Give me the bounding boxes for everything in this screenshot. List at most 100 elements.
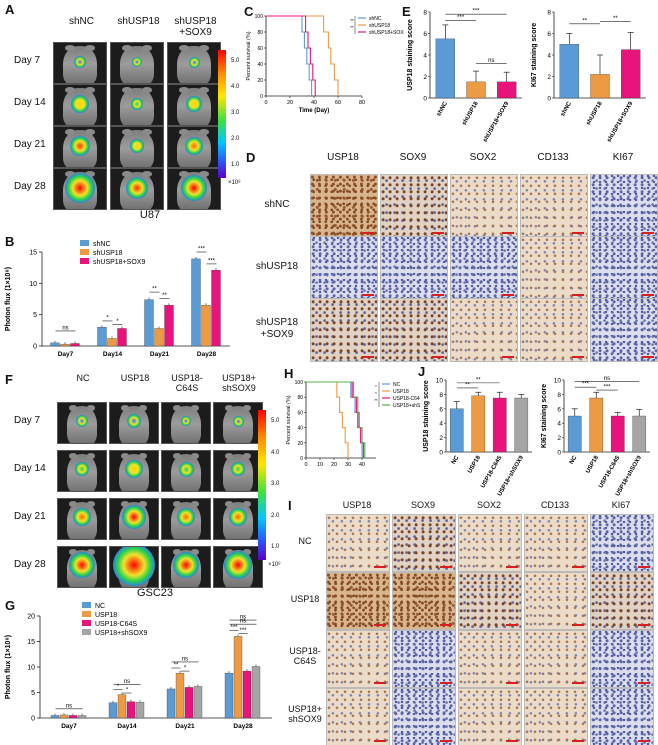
x-tick-label: shUSP18+SOX9 [606, 100, 634, 143]
ihc-tissue-image [392, 630, 456, 688]
significance-label: ** [350, 25, 354, 30]
bioluminescence-signal [75, 462, 89, 476]
significance-label: ns [66, 703, 72, 709]
legend-label: USP18-C64S [95, 621, 137, 628]
bar [559, 44, 579, 99]
legend-label: shNC [93, 241, 111, 248]
bar [201, 305, 211, 347]
mouse-ear [190, 453, 200, 459]
y-tick-label: 20 [297, 441, 303, 447]
row-label: USP18 [290, 594, 320, 604]
bar [610, 415, 625, 453]
y-tick-label: 4 [423, 53, 427, 60]
significance-label: ns [182, 656, 188, 662]
bioluminescence-signal [181, 175, 207, 202]
ihc-tissue-image [590, 236, 658, 300]
scale-bar [362, 356, 374, 358]
bioluminescence-signal [177, 508, 195, 526]
mouse-ear [138, 453, 148, 459]
mouse-image [57, 498, 107, 540]
bioluminescence-signal [188, 56, 200, 68]
mouse-ear [68, 549, 78, 555]
mouse-image [110, 126, 164, 168]
bar [107, 338, 117, 347]
row-label: Day 28 [14, 559, 46, 570]
scale-bar [440, 740, 452, 742]
ihc-tissue-image [326, 688, 390, 745]
bar [632, 415, 647, 453]
mouse-ear [199, 171, 209, 177]
significance-label: * [126, 688, 129, 694]
scale-bar [506, 624, 518, 626]
ihc-tissue-image [520, 174, 588, 238]
panel-i-ihc: USP18 SOX9 SOX2 CD133 KI67 NC USP18 USP18- C64S U… [284, 500, 658, 745]
significance-label: ** [476, 377, 481, 383]
mouse-ear [122, 45, 132, 51]
scale-bar [506, 682, 518, 684]
bar [449, 408, 464, 453]
legend-label: shUSP18+SOX9 [369, 30, 404, 36]
mouse-ear [242, 453, 252, 459]
scale-bar [362, 232, 374, 234]
y-tick-label: 5 [31, 690, 35, 697]
bioluminescence-signal [185, 137, 203, 156]
mouse-ear [242, 549, 252, 555]
color-scale-bar [258, 410, 266, 560]
scale-bar [642, 356, 654, 358]
legend-swatch [82, 629, 91, 635]
mouse-image [213, 498, 263, 540]
bioluminescence-signal [122, 505, 146, 529]
ihc-tissue-image [458, 630, 522, 688]
ihc-tissue-image [524, 514, 588, 572]
legend-swatch [80, 240, 89, 246]
survival-curve [266, 15, 339, 96]
significance-label: ** [162, 293, 167, 299]
bar [193, 686, 203, 719]
bar [50, 342, 60, 347]
bioluminescence-signal [125, 460, 143, 478]
ihc-tissue-image [590, 298, 658, 362]
column-header: USP18+ shSOX9 [222, 373, 256, 393]
row-label: USP18- C64S [289, 646, 321, 667]
y-tick-label: 60 [297, 410, 303, 416]
scale-bar [374, 682, 386, 684]
y-tick-label: 6 [557, 406, 561, 413]
bioluminescence-signal [229, 508, 247, 526]
scale-bar [642, 232, 654, 234]
significance-label: ** [350, 18, 354, 23]
legend-label: shNC [369, 16, 382, 22]
ihc-tissue-image [380, 236, 448, 300]
significance-label: ns [240, 619, 246, 625]
color-scale-tick: 3.0 [271, 481, 280, 487]
bar [233, 636, 243, 719]
scale-bar [572, 356, 584, 358]
ihc-tissue-image [326, 630, 390, 688]
mouse-image [213, 450, 263, 492]
x-tick-label: 0 [264, 100, 267, 106]
ihc-tissue-image [392, 514, 456, 572]
mouse-image [167, 126, 221, 168]
mouse-ear [142, 45, 152, 51]
bar [251, 666, 261, 719]
ihc-tissue-image [326, 572, 390, 630]
x-tick-label: USP18 [467, 454, 482, 474]
bar [117, 694, 127, 719]
scale-bar [432, 294, 444, 296]
scale-bar [572, 294, 584, 296]
y-tick-label: 2 [423, 74, 427, 81]
y-tick-label: 6 [423, 31, 427, 38]
mouse-ear [86, 405, 96, 411]
bioluminescence-signal [132, 57, 142, 68]
x-tick-label: Day28 [197, 351, 217, 358]
column-header: shUSP18 [117, 16, 160, 27]
mouse-ear [65, 45, 75, 51]
mouse-ear [179, 45, 189, 51]
panel-label-j: J [418, 364, 426, 379]
panel-f-cell-line: GSC23 [136, 587, 174, 599]
bioluminescence-signal [71, 95, 89, 114]
x-tick-label: Day14 [117, 723, 137, 730]
row-label: NC [298, 536, 312, 546]
bioluminescence-signal [232, 415, 244, 427]
row-label: Day 7 [14, 415, 41, 426]
